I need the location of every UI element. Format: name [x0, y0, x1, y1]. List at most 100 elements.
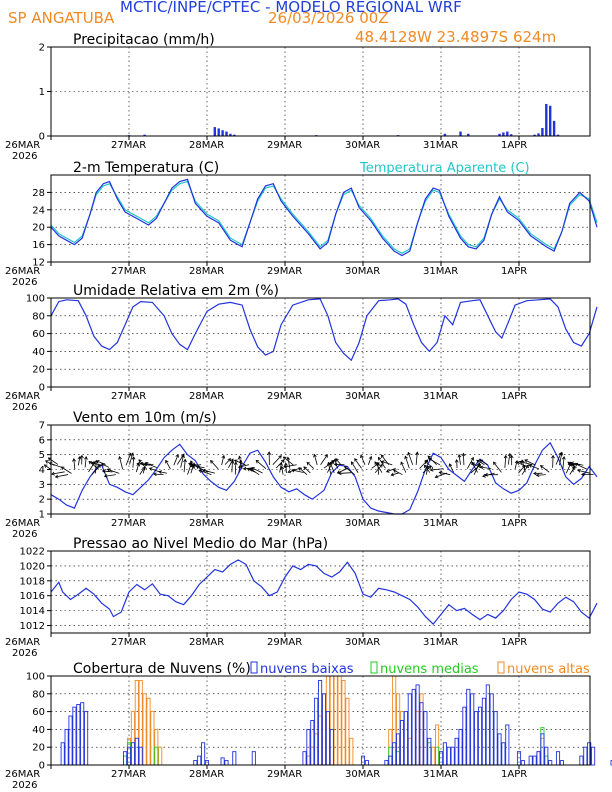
wind-arrow — [306, 462, 315, 469]
wind-arrowhead — [238, 455, 242, 460]
bar — [435, 746, 440, 766]
wind-arrowhead — [88, 461, 93, 465]
bar — [493, 711, 498, 766]
bar — [217, 128, 220, 136]
x-tick-label: 28MAR — [189, 518, 224, 529]
wind-arrowhead — [479, 459, 484, 463]
wind-arrowhead — [221, 454, 226, 459]
wind-arrowhead — [551, 454, 555, 459]
x-tick-label: 1APR — [501, 518, 527, 529]
wind-arrow — [570, 462, 584, 466]
panel-title: 2-m Temperatura (C) — [73, 160, 219, 176]
x-year-label: 2026 — [12, 277, 37, 288]
bar — [321, 693, 327, 766]
wind-arrow — [424, 464, 431, 473]
bar — [556, 134, 560, 136]
bar — [388, 755, 393, 766]
wind-arrow — [231, 460, 233, 473]
wind-arrowhead — [374, 461, 378, 465]
bar — [442, 742, 447, 766]
bar — [541, 127, 544, 136]
bar — [505, 724, 510, 766]
bar — [552, 120, 556, 136]
wind-arrowhead — [429, 467, 434, 472]
wind-arrow — [283, 456, 294, 466]
bar — [583, 746, 588, 766]
bar — [384, 760, 389, 766]
wind-arrow — [354, 458, 362, 469]
wind-arrow — [519, 461, 533, 465]
plot-frame — [50, 174, 591, 263]
bar — [84, 711, 89, 766]
bar — [233, 134, 236, 136]
y-tick-label: 6 — [39, 435, 45, 446]
y-tick-label: 28 — [32, 188, 45, 199]
wind-arrow — [107, 468, 120, 474]
wind-arrowhead — [338, 471, 342, 476]
x-tick-label: 27MAR — [111, 518, 146, 529]
x-tick-label: 28MAR — [189, 140, 224, 151]
bar — [130, 711, 135, 766]
bar — [419, 702, 424, 766]
wind-arrow — [303, 466, 311, 474]
bar — [454, 737, 459, 766]
wind-arrowhead — [291, 468, 295, 473]
wind-arrowhead — [191, 464, 196, 468]
y-tick-label: 40 — [32, 347, 45, 358]
x-tick-label: 26MAR — [5, 637, 40, 648]
y-tick-label: 100 — [26, 672, 45, 683]
wind-arrowhead — [84, 456, 88, 460]
wind-arrowhead — [279, 462, 283, 466]
line-umidade — [50, 298, 598, 362]
wind-arrow — [51, 471, 65, 475]
x-tick-label: 29MAR — [267, 518, 302, 529]
bar — [123, 751, 128, 766]
bar — [134, 737, 139, 766]
wind-arrowhead — [577, 468, 581, 473]
wind-arrowhead — [280, 459, 285, 463]
wind-arrowhead — [516, 461, 521, 465]
wind-arrow — [559, 452, 563, 466]
bar — [474, 711, 479, 766]
wind-arrow — [569, 466, 576, 475]
wind-arrowhead — [280, 465, 285, 470]
x-tick-label: 1APR — [501, 769, 527, 780]
y-tick-label: 0 — [39, 132, 45, 143]
wind-arrowhead — [131, 456, 136, 460]
wind-arrow — [329, 462, 335, 473]
x-tick-label: 29MAR — [267, 637, 302, 648]
wind-arrow — [129, 452, 134, 465]
panel-temp: 12 16 20 24 28 26MAR 27MAR 28MAR 29MAR 30MAR 31MAR… — [5, 160, 598, 288]
bar — [341, 680, 346, 766]
bar — [72, 706, 77, 766]
x-tick-label: 30MAR — [345, 637, 380, 648]
wind-arrowhead — [385, 469, 390, 473]
bar — [407, 693, 412, 766]
wind-arrow — [102, 470, 113, 473]
panel-wind: 1 2 3 4 5 6 7 26MAR 27MAR 28MAR 29MAR 30MAR 31MAR 1AP… — [5, 410, 598, 540]
wind-arrowhead — [233, 459, 238, 463]
wind-arrowhead — [43, 464, 48, 468]
wind-arrowhead — [298, 467, 303, 471]
bar — [229, 133, 232, 136]
wind-arrowhead — [424, 459, 429, 463]
wind-arrowhead — [202, 468, 206, 473]
wind-arrow — [377, 462, 379, 475]
wind-arrow — [283, 464, 297, 468]
wind-arrowhead — [400, 461, 404, 466]
bar — [528, 755, 533, 766]
wind-arrowhead — [286, 456, 291, 461]
wind-arrowhead — [521, 464, 526, 469]
wind-arrow — [91, 462, 103, 466]
bar — [138, 746, 143, 766]
bar — [329, 675, 334, 766]
wind-arrow — [480, 466, 492, 470]
wind-arrow — [337, 467, 349, 474]
x-tick-label: 31MAR — [423, 140, 458, 151]
bar — [134, 680, 139, 766]
bar — [481, 697, 486, 766]
wind-arrowhead — [379, 464, 383, 468]
wind-arrow — [251, 467, 263, 474]
wind-arrow — [55, 474, 69, 478]
bar — [302, 751, 307, 766]
